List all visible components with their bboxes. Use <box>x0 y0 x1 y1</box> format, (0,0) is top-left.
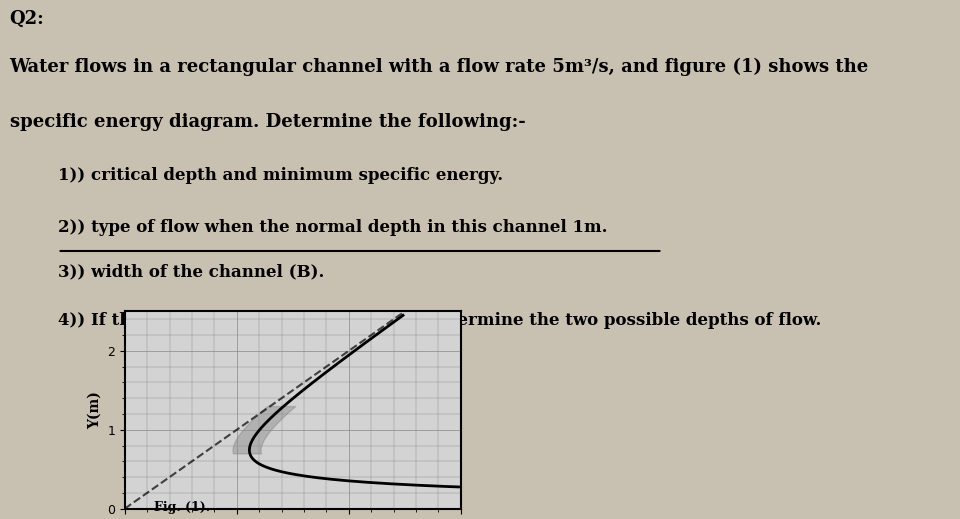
Text: 4)) If the specific energy equal to 2.5m determine the two possible depths of fl: 4)) If the specific energy equal to 2.5m… <box>58 312 821 329</box>
Text: 2)) type of flow when the normal depth in this channel 1m.: 2)) type of flow when the normal depth i… <box>58 219 607 236</box>
Text: Fig. (1).: Fig. (1). <box>155 501 210 514</box>
Text: 3)) width of the channel (B).: 3)) width of the channel (B). <box>58 264 324 281</box>
Text: 1)) critical depth and minimum specific energy.: 1)) critical depth and minimum specific … <box>58 167 503 184</box>
Text: Q2:: Q2: <box>10 10 44 28</box>
Text: specific energy diagram. Determine the following:-: specific energy diagram. Determine the f… <box>10 113 525 131</box>
Text: Water flows in a rectangular channel with a flow rate 5m³/s, and figure (1) show: Water flows in a rectangular channel wit… <box>10 58 869 76</box>
Y-axis label: Y(m): Y(m) <box>87 391 102 429</box>
